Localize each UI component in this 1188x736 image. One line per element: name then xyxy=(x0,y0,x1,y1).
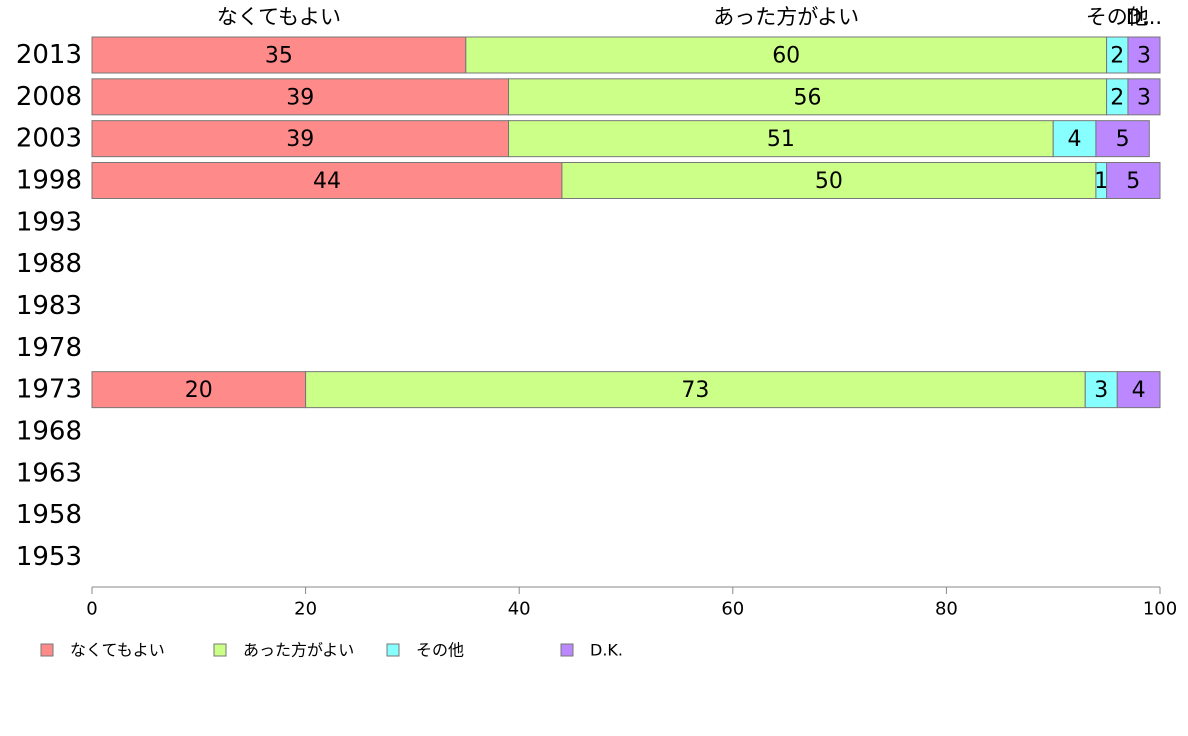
data-label-1998-series-1: 50 xyxy=(815,169,843,194)
top-labels: なくてもよい あった方がよい その他D... xyxy=(217,5,1162,29)
bar-2013-series-1 xyxy=(465,36,1108,74)
x-tick-label-3: 60 xyxy=(721,599,744,620)
year-label-1983: 1983 xyxy=(16,291,82,321)
data-label-1973-series-1: 73 xyxy=(681,378,709,403)
x-tick-label-1: 20 xyxy=(294,599,317,620)
year-label-1963: 1963 xyxy=(16,458,82,488)
x-tick-label-2: 40 xyxy=(508,599,531,620)
data-label-2008-series-1: 56 xyxy=(794,85,822,110)
data-label-2003-series-1: 51 xyxy=(767,127,795,152)
bar-2003-series-2 xyxy=(1052,120,1097,158)
year-label-2008: 2008 xyxy=(16,82,82,112)
data-label-2013-series-1: 60 xyxy=(772,44,800,69)
data-label-2013-series-3: 3 xyxy=(1137,44,1151,69)
bar-2008-series-1 xyxy=(508,78,1108,116)
bar-2008-series-0 xyxy=(91,78,510,116)
bar-2003-series-3 xyxy=(1095,120,1150,158)
data-label-2008-series-3: 3 xyxy=(1137,85,1151,110)
data-label-1973-series-2: 3 xyxy=(1094,378,1108,403)
bar-2013-series-3 xyxy=(1127,36,1161,74)
legend-swatch-0 xyxy=(40,643,54,657)
year-label-1973: 1973 xyxy=(16,375,82,405)
legend-label-2: その他 xyxy=(416,641,464,660)
data-label-2003-series-0: 39 xyxy=(286,127,314,152)
data-label-2008-series-0: 39 xyxy=(286,85,314,110)
legend-label-1: あった方がよい xyxy=(243,641,354,660)
bar-2003-series-0 xyxy=(91,120,510,158)
legend: なくてもよい あった方がよい その他 D.K. xyxy=(40,641,623,660)
bar-1973-series-1 xyxy=(305,371,1086,409)
x-tick-label-0: 0 xyxy=(86,599,97,620)
legend-swatch-1 xyxy=(213,643,227,657)
top-label-0: なくてもよい xyxy=(217,5,341,29)
year-label-1993: 1993 xyxy=(16,207,82,237)
data-label-2003-series-2: 4 xyxy=(1068,127,1082,152)
bar-1998-series-0 xyxy=(91,161,563,199)
bar-1998-series-3 xyxy=(1106,161,1161,199)
bar-1973-series-0 xyxy=(91,371,307,409)
year-label-2013: 2013 xyxy=(16,40,82,70)
year-label-1978: 1978 xyxy=(16,333,82,363)
data-label-1973-series-3: 4 xyxy=(1132,378,1146,403)
bar-2013-series-0 xyxy=(91,36,467,74)
bar-1973-series-2 xyxy=(1084,371,1118,409)
year-label-1988: 1988 xyxy=(16,249,82,279)
top-label-3: D... xyxy=(1126,5,1162,29)
year-label-2003: 2003 xyxy=(16,124,82,154)
x-axis: 0 20 40 60 80 100 xyxy=(86,586,1177,620)
top-label-2: その他 xyxy=(1086,5,1149,29)
legend-swatch-3 xyxy=(560,643,574,657)
data-label-1998-series-2: 1 xyxy=(1094,169,1108,194)
x-tick-label-5: 100 xyxy=(1143,599,1177,620)
legend-swatch-2 xyxy=(386,643,400,657)
bar-1973-series-3 xyxy=(1116,371,1161,409)
bar-2008-series-3 xyxy=(1127,78,1161,116)
data-label-2013-series-0: 35 xyxy=(265,44,293,69)
year-label-1968: 1968 xyxy=(16,416,82,446)
data-label-1998-series-0: 44 xyxy=(313,169,341,194)
data-label-1998-series-3: 5 xyxy=(1126,169,1140,194)
top-label-1: あった方がよい xyxy=(713,5,859,29)
data-label-2008-series-2: 2 xyxy=(1110,85,1124,110)
data-label-1973-series-0: 20 xyxy=(185,378,213,403)
data-label-2003-series-3: 5 xyxy=(1116,127,1130,152)
year-labels: 2013 2008 2003 1998 1993 1988 1983 1978 1973 1968… xyxy=(16,40,82,572)
bars: 35 60 2 339 56 2 339 51 4 544 50 1 520 73 3 4 xyxy=(91,36,1161,409)
legend-label-0: なくてもよい xyxy=(70,641,165,660)
year-label-1958: 1958 xyxy=(16,500,82,530)
year-label-1998: 1998 xyxy=(16,165,82,195)
year-label-1953: 1953 xyxy=(16,542,82,572)
data-label-2013-series-2: 2 xyxy=(1110,44,1124,69)
bar-2003-series-1 xyxy=(508,120,1054,158)
x-tick-label-4: 80 xyxy=(935,599,958,620)
legend-label-3: D.K. xyxy=(590,641,623,660)
